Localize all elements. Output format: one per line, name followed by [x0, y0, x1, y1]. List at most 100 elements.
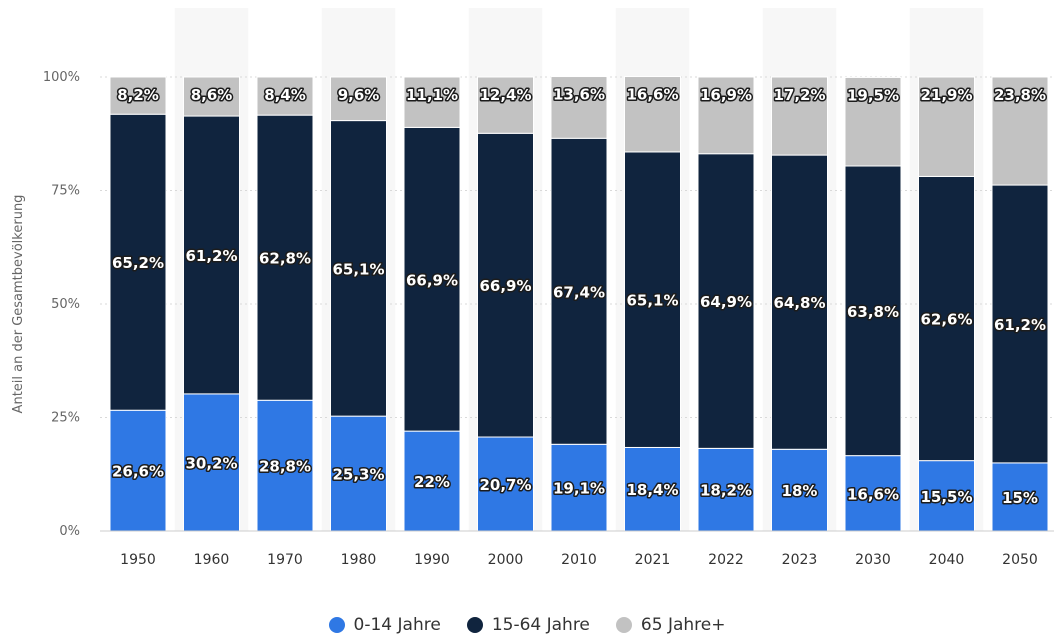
data-label: 61,2% — [185, 247, 237, 265]
data-label: 25,3% — [332, 466, 384, 484]
bar-segment — [477, 76, 534, 134]
data-label: 66,9% — [479, 277, 531, 295]
bar-segment — [624, 446, 681, 532]
data-label: 65,2% — [112, 254, 164, 272]
data-label: 12,4% — [479, 86, 531, 104]
x-tick-label: 1970 — [267, 552, 303, 568]
bar-segment — [477, 436, 534, 532]
x-tick-label: 2022 — [708, 552, 744, 568]
legend-label-65-plus: 65 Jahre+ — [640, 615, 726, 635]
bar-segment — [330, 120, 387, 417]
y-tick-label: 50% — [51, 297, 80, 312]
legend: 0-14 Jahre 15-64 Jahre 65 Jahre+ — [0, 612, 1054, 638]
bar-segment — [918, 175, 975, 462]
bar-segment — [624, 76, 681, 153]
data-label: 65,1% — [626, 292, 678, 310]
data-label: 63,8% — [847, 303, 899, 321]
bar-segment — [550, 76, 608, 139]
data-label: 15,5% — [920, 488, 972, 506]
x-tick-label: 2000 — [488, 552, 524, 568]
bar-segment — [183, 393, 240, 532]
legend-label-0-14: 0-14 Jahre — [353, 615, 441, 635]
bar-segment — [403, 430, 461, 532]
bar-segment — [403, 126, 461, 432]
x-tick-label: 1990 — [414, 552, 450, 568]
x-tick-label: 2010 — [561, 552, 597, 568]
data-label: 65,1% — [332, 260, 384, 278]
y-tick-label: 25% — [51, 411, 80, 426]
data-label: 18% — [782, 482, 818, 500]
bar-segment — [844, 455, 902, 532]
x-tick-label: 2023 — [782, 552, 818, 568]
data-label: 8,6% — [191, 86, 233, 104]
data-label: 22% — [414, 473, 450, 491]
legend-item-65-plus[interactable]: 65 Jahre+ — [615, 615, 726, 635]
bar-segment — [697, 76, 755, 155]
bar-segment — [183, 115, 240, 395]
data-label: 66,9% — [406, 271, 458, 289]
chart-canvas: 0% 25% 50% 75% 100% Anteil an der Gesamtbevöl… — [11, 70, 1054, 568]
data-label: 18,4% — [626, 481, 678, 499]
bar-segment — [697, 153, 755, 449]
bar-segment — [624, 151, 681, 448]
bar-segment — [109, 76, 167, 115]
legend-swatch-65-plus — [615, 617, 632, 633]
data-label: 30,2% — [185, 454, 237, 472]
data-label: 28,8% — [259, 458, 311, 476]
bar-segment — [256, 114, 314, 401]
x-tick-label: 1950 — [120, 552, 156, 568]
legend-swatch-0-14 — [328, 617, 345, 633]
data-label: 9,6% — [338, 86, 380, 104]
data-label: 62,6% — [920, 311, 972, 329]
data-label: 19,5% — [847, 86, 899, 104]
legend-item-0-14[interactable]: 0-14 Jahre — [328, 615, 441, 635]
data-label: 16,6% — [847, 485, 899, 503]
bar-segment — [991, 462, 1049, 532]
y-tick-label: 75% — [51, 184, 80, 199]
x-tick-label: 2030 — [855, 552, 891, 568]
legend-swatch-15-64 — [466, 617, 483, 633]
data-label: 64,8% — [773, 294, 825, 312]
data-label: 16,9% — [700, 86, 752, 104]
bar-segment — [330, 76, 387, 122]
y-tick-label: 100% — [43, 70, 80, 85]
legend-label-15-64: 15-64 Jahre — [491, 615, 590, 635]
bar-segment — [403, 76, 461, 128]
data-label: 61,2% — [994, 316, 1046, 334]
data-label: 16,6% — [626, 86, 678, 104]
x-tick-label: 2021 — [635, 552, 671, 568]
bar-segment — [477, 132, 534, 438]
data-label: 19,1% — [553, 480, 605, 498]
bar-segment — [771, 154, 828, 450]
bar-segment — [991, 76, 1049, 186]
x-tick-label: 2050 — [1002, 552, 1038, 568]
y-tick-label: 0% — [59, 524, 80, 539]
data-label: 26,6% — [112, 463, 164, 481]
data-label: 17,2% — [773, 86, 825, 104]
bar-segment — [844, 165, 902, 457]
bar-segment — [991, 184, 1049, 464]
data-label: 62,8% — [259, 250, 311, 268]
y-axis-title: Anteil an der Gesamtbevölkerung — [11, 195, 26, 414]
bar-segment — [256, 399, 314, 532]
data-label: 64,9% — [700, 293, 752, 311]
data-label: 8,2% — [117, 86, 159, 104]
data-label: 23,8% — [994, 86, 1046, 104]
data-label: 18,2% — [700, 482, 752, 500]
data-label: 67,4% — [553, 283, 605, 301]
bar-segment — [771, 76, 828, 156]
bar-segment — [550, 137, 608, 445]
x-tick-label: 2040 — [929, 552, 965, 568]
bar-segment — [109, 409, 167, 532]
data-label: 15% — [1002, 489, 1038, 507]
data-label: 8,4% — [264, 86, 306, 104]
data-label: 11,1% — [406, 86, 458, 104]
data-label: 20,7% — [479, 476, 531, 494]
bar-segment — [918, 76, 975, 177]
bar-segment — [844, 76, 902, 167]
legend-item-15-64[interactable]: 15-64 Jahre — [466, 615, 590, 635]
x-tick-label: 1980 — [341, 552, 377, 568]
data-label: 13,6% — [553, 86, 605, 104]
bar-segment — [183, 76, 240, 117]
